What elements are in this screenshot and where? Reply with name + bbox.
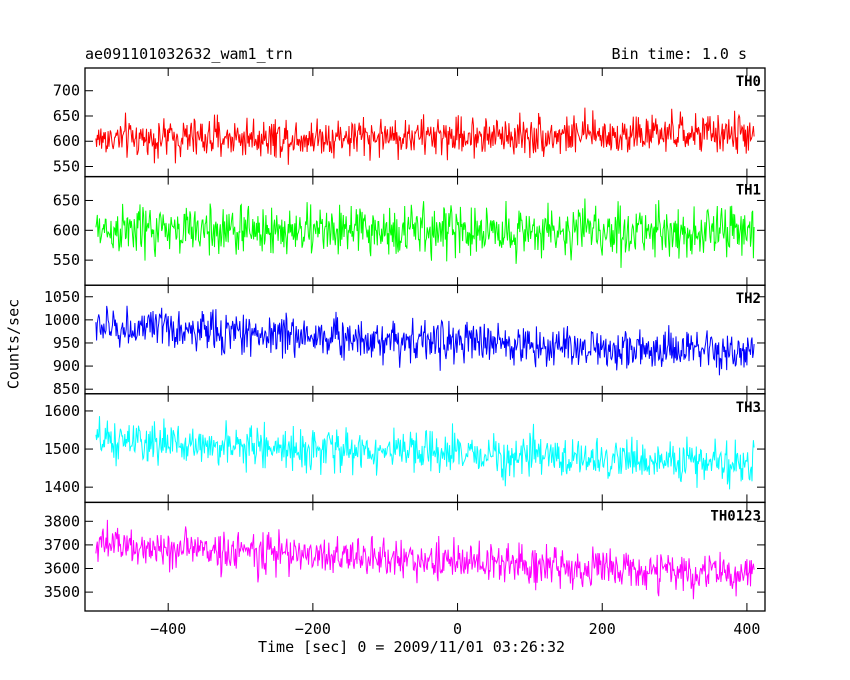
x-tick-label: −400: [150, 620, 186, 638]
series-line-th0: [95, 107, 755, 165]
chart-subtitle: Bin time: 1.0 s: [611, 45, 747, 63]
y-axis-label: Counts/sec: [4, 298, 23, 390]
panel-th0123: 3500 3600 3700 3800 TH0123: [44, 501, 766, 612]
y-tick-label: 850: [53, 380, 80, 398]
y-tick-label: 3800: [44, 512, 80, 530]
y-tick-label: 550: [53, 251, 80, 269]
panel-frame: [84, 501, 766, 612]
y-tick-label: 1000: [44, 311, 80, 329]
y-tick-label: 950: [53, 334, 80, 352]
y-tick-label: 600: [53, 221, 80, 239]
panel-frame: [84, 67, 766, 178]
x-axis-label: Time [sec] 0 = 2009/11/01 03:26:32: [258, 638, 566, 656]
y-tick-label: 650: [53, 107, 80, 125]
y-tick-label: 1600: [44, 402, 80, 420]
y-tick-label: 3500: [44, 583, 80, 601]
panel-label-th2: TH2: [736, 291, 761, 307]
x-tick-label: 200: [589, 620, 616, 638]
panel-th3: 1400 1500 1600 TH3: [44, 393, 766, 504]
panel-th1: 550 600 650 TH1: [53, 175, 766, 286]
y-tick-label: 1400: [44, 478, 80, 496]
series-line-th3: [95, 416, 755, 490]
x-axis: −400 −200 0 200 400: [150, 620, 760, 638]
y-tick-label: 1500: [44, 440, 80, 458]
y-tick-label: 650: [53, 191, 80, 209]
series-line-th0123: [95, 519, 755, 600]
panel-label-th1: TH1: [736, 183, 761, 199]
panel-label-th0: TH0: [736, 74, 761, 90]
y-tick-label: 900: [53, 357, 80, 375]
y-tick-label: 550: [53, 157, 80, 175]
panels-group: 550 600 650 700 TH0 550 600 650 TH1 850 900 950 1000…: [44, 67, 766, 612]
y-tick-label: 3700: [44, 536, 80, 554]
y-tick-label: 600: [53, 132, 80, 150]
y-tick-label: 1050: [44, 288, 80, 306]
series-line-th2: [95, 305, 755, 376]
chart-title: ae091101032632_wam1_trn: [85, 45, 293, 63]
panel-label-th3: TH3: [736, 400, 761, 416]
x-tick-label: 0: [453, 620, 462, 638]
panel-th2: 850 900 950 1000 1050 TH2: [44, 284, 766, 398]
series-line-th1: [95, 198, 755, 268]
panel-label-th0123: TH0123: [710, 508, 761, 524]
x-tick-label: −200: [295, 620, 331, 638]
y-tick-label: 3600: [44, 560, 80, 578]
x-tick-label: 400: [733, 620, 760, 638]
panel-th0: 550 600 650 700 TH0: [53, 67, 766, 178]
y-tick-label: 700: [53, 82, 80, 100]
